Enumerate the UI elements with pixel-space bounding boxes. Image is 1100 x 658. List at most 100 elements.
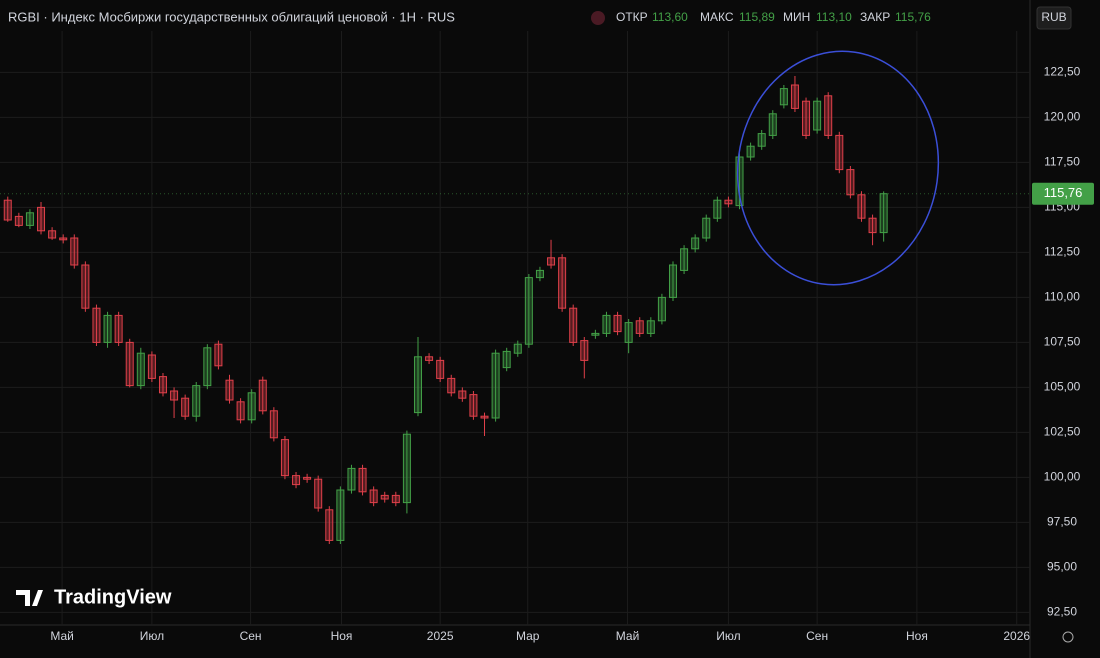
currency-button[interactable] [1036, 6, 1072, 30]
candle-body [569, 307, 578, 343]
candle-body [657, 296, 666, 322]
candle-body [668, 264, 677, 298]
ohlc-value: 115,76 [895, 10, 931, 24]
x-tick-label: Ноя [906, 629, 928, 643]
candle-body [347, 467, 356, 491]
candle-body [447, 377, 456, 394]
x-tick-label: 2025 [427, 629, 454, 643]
candle-body [158, 376, 167, 394]
candle-body [325, 509, 334, 541]
candle-body [879, 193, 888, 234]
candle-body [768, 113, 777, 136]
y-tick-label: 120,00 [1044, 110, 1081, 124]
candle-body [181, 397, 190, 417]
ohlc-value: 115,89 [739, 10, 775, 24]
currency[interactable]: RUB [1041, 10, 1066, 24]
candle-body [358, 467, 367, 493]
candle-body [314, 478, 323, 509]
candle-body [170, 390, 179, 401]
candle-body [136, 352, 145, 387]
settings-icon[interactable] [1062, 631, 1074, 643]
candle-body [203, 347, 212, 387]
last-price-label: 115,76 [1044, 185, 1083, 200]
candle-body [247, 392, 256, 421]
candle-body [125, 341, 134, 387]
candle-body [413, 356, 422, 414]
candle-body [436, 359, 445, 379]
indicator-icon [591, 11, 605, 25]
candle-body [480, 415, 489, 419]
candle-body [779, 88, 788, 106]
candle-body [813, 100, 822, 131]
candle-body [513, 343, 522, 354]
candle-body [14, 215, 23, 226]
candle-body [458, 390, 467, 399]
candle-body [425, 356, 434, 361]
candle-body [535, 269, 544, 279]
ohlc-label: МАКС [700, 10, 734, 24]
ohlc-label: МИН [783, 10, 810, 24]
candle-body [369, 489, 378, 504]
ohlc-label: ЗАКР [860, 10, 890, 24]
y-tick-label: 117,50 [1044, 155, 1080, 169]
x-tick-label: 2026 [1003, 629, 1030, 643]
candle-body [524, 277, 533, 345]
y-tick-label: 112,50 [1044, 245, 1080, 259]
candle-body [547, 257, 556, 266]
candle-body [258, 379, 267, 412]
logo-icon [16, 590, 43, 606]
candle-body [502, 350, 511, 369]
candle-body [835, 134, 844, 171]
y-tick-label: 107,50 [1044, 335, 1081, 349]
x-tick-label: Сен [806, 629, 828, 643]
candle-body [336, 489, 345, 541]
candle-body [192, 385, 201, 417]
ohlc-label: ОТКР [616, 10, 648, 24]
y-tick-label: 102,50 [1044, 425, 1081, 439]
candle-body [292, 475, 301, 486]
candle-body [37, 206, 46, 232]
candle-body [81, 264, 90, 309]
x-tick-label: Май [616, 629, 640, 643]
y-tick-label: 95,00 [1047, 560, 1077, 574]
candle-body [269, 410, 278, 439]
candle-body [103, 314, 112, 343]
candle-body [746, 145, 755, 158]
candle-body [846, 169, 855, 196]
candle-body [3, 199, 12, 221]
candle-body [402, 433, 411, 504]
candle-body [790, 84, 799, 109]
candle-body [59, 237, 68, 241]
candle-body [613, 314, 622, 333]
candle-body [147, 354, 156, 379]
candle-body [214, 343, 223, 367]
candle-body [691, 237, 700, 250]
annotation-circle [736, 50, 940, 286]
y-tick-label: 105,00 [1044, 380, 1081, 394]
candle-body [591, 332, 600, 336]
candle-body [280, 439, 289, 477]
y-tick-label: 122,50 [1044, 65, 1081, 79]
candle-body [580, 340, 589, 361]
candle-body [225, 379, 234, 401]
candle-body [646, 320, 655, 334]
candle-body [624, 322, 633, 343]
candle-body [469, 394, 478, 417]
ohlc-value: 113,10 [816, 10, 852, 24]
candle-body [713, 199, 722, 219]
candle-body [735, 156, 744, 207]
candle-body [868, 217, 877, 234]
last-price-tag [1032, 182, 1094, 205]
y-tick-label: 110,00 [1044, 290, 1080, 304]
candle-body [558, 257, 567, 309]
y-tick-label: 92,50 [1047, 605, 1077, 619]
candle-body [114, 314, 123, 343]
y-tick-label: 97,50 [1047, 515, 1077, 529]
x-tick-label: Мар [516, 629, 540, 643]
candle-body [380, 494, 389, 500]
candle-body [824, 95, 833, 136]
candle-body [391, 494, 400, 504]
